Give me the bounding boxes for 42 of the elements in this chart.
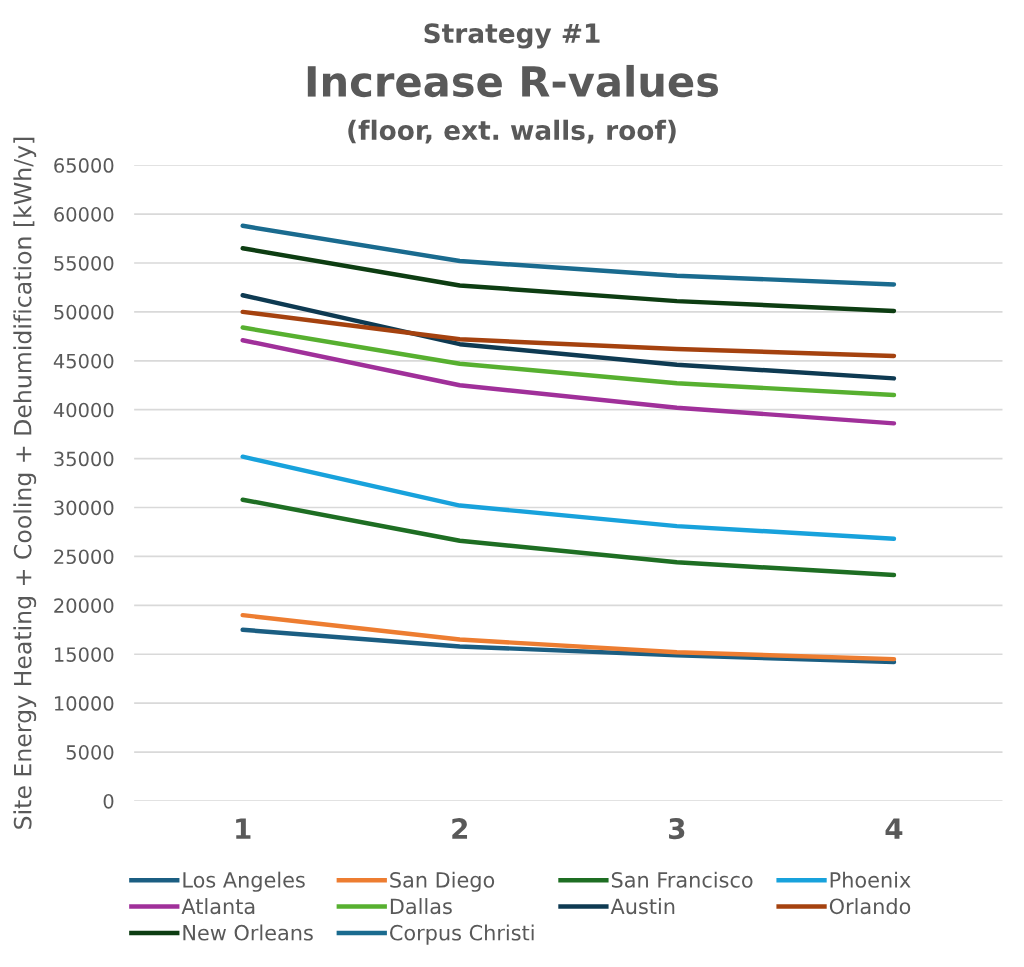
line-series — [240, 223, 897, 287]
line-series — [240, 497, 897, 578]
y-tick-label: 50000 — [54, 304, 114, 320]
legend-label: New Orleans — [183, 924, 313, 941]
y-tick-label: 45000 — [53, 353, 114, 369]
line-series — [240, 454, 897, 542]
line-series — [240, 325, 897, 398]
text: Strategy #1 — [424, 23, 600, 49]
y-tick-label: 15000 — [54, 647, 114, 662]
y-tick-label: 40000 — [53, 402, 114, 418]
chart-subtitle: (floor, ext. walls, roof) — [348, 119, 676, 144]
y-tick-label: 65000 — [54, 158, 114, 173]
line-series — [240, 293, 897, 381]
legend-label: Austin — [610, 898, 675, 915]
y-tick-label: 5000 — [66, 745, 114, 760]
y-tick-label: 25000 — [54, 549, 114, 565]
legend-label: San Diego — [390, 871, 495, 892]
legend-label: Atlanta — [181, 898, 255, 915]
line-series — [240, 627, 897, 665]
line-series — [240, 612, 897, 662]
x-tick-label: 3 — [669, 818, 685, 840]
y-tick-label: 30000 — [54, 500, 114, 516]
x-tick-label: 4 — [885, 818, 903, 839]
y-tick-label: 55000 — [54, 255, 114, 271]
legend-label: Orlando — [829, 898, 911, 915]
x-tick-label: 1 — [236, 818, 251, 839]
line-series — [240, 309, 897, 359]
line-series — [240, 246, 897, 314]
y-tick-label: 20000 — [54, 598, 114, 613]
line-series — [240, 338, 897, 426]
legend-label: Corpus Christi — [390, 924, 534, 945]
legend-label: San Francisco — [611, 871, 753, 888]
y-tick-label: 60000 — [54, 207, 114, 222]
x-tick-label: 2 — [452, 818, 468, 839]
y-tick-label: 10000 — [54, 696, 114, 711]
y-axis-title: Site Energy Heating + Cooling + Dehumidification [kWh/y] — [13, 137, 37, 829]
y-tick-label: 35000 — [54, 451, 114, 467]
legend-label: Dallas — [390, 898, 452, 915]
legend-label: Phoenix — [830, 871, 911, 888]
y-tick-label: 0 — [103, 793, 114, 809]
chart-title: Increase R-values — [307, 64, 719, 98]
legend-label: Los Angeles — [183, 871, 305, 892]
